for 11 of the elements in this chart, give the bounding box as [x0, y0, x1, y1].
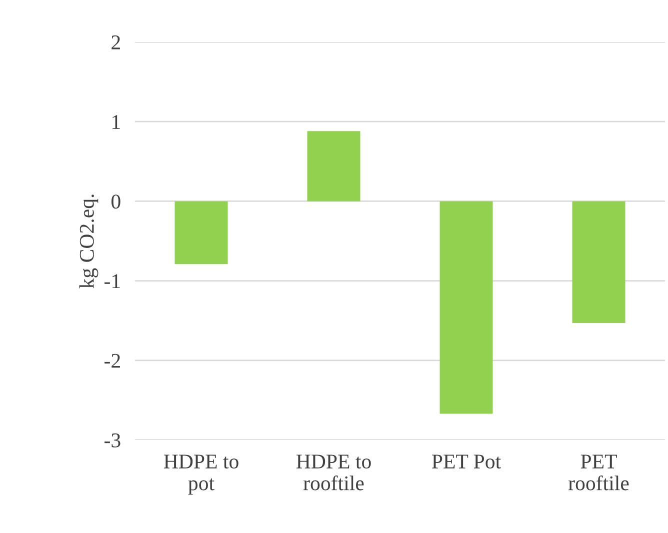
y-tick-label: 1 — [112, 115, 120, 129]
x-tick-label: PET Pot — [432, 454, 501, 469]
x-tick-label: HDPE to pot — [164, 454, 238, 495]
x-tick-label: HDPE to rooftile — [296, 454, 371, 490]
x-tick-label: PET rooftile — [568, 454, 629, 490]
y-axis-title: kg CO2.eq. — [79, 194, 98, 288]
y-tick-label: -1 — [104, 274, 120, 288]
y-tick-label: 0 — [111, 194, 120, 209]
y-tick-label: -3 — [104, 433, 120, 448]
y-tick-label: 2 — [112, 35, 120, 50]
y-tick-label: -2 — [104, 354, 120, 368]
